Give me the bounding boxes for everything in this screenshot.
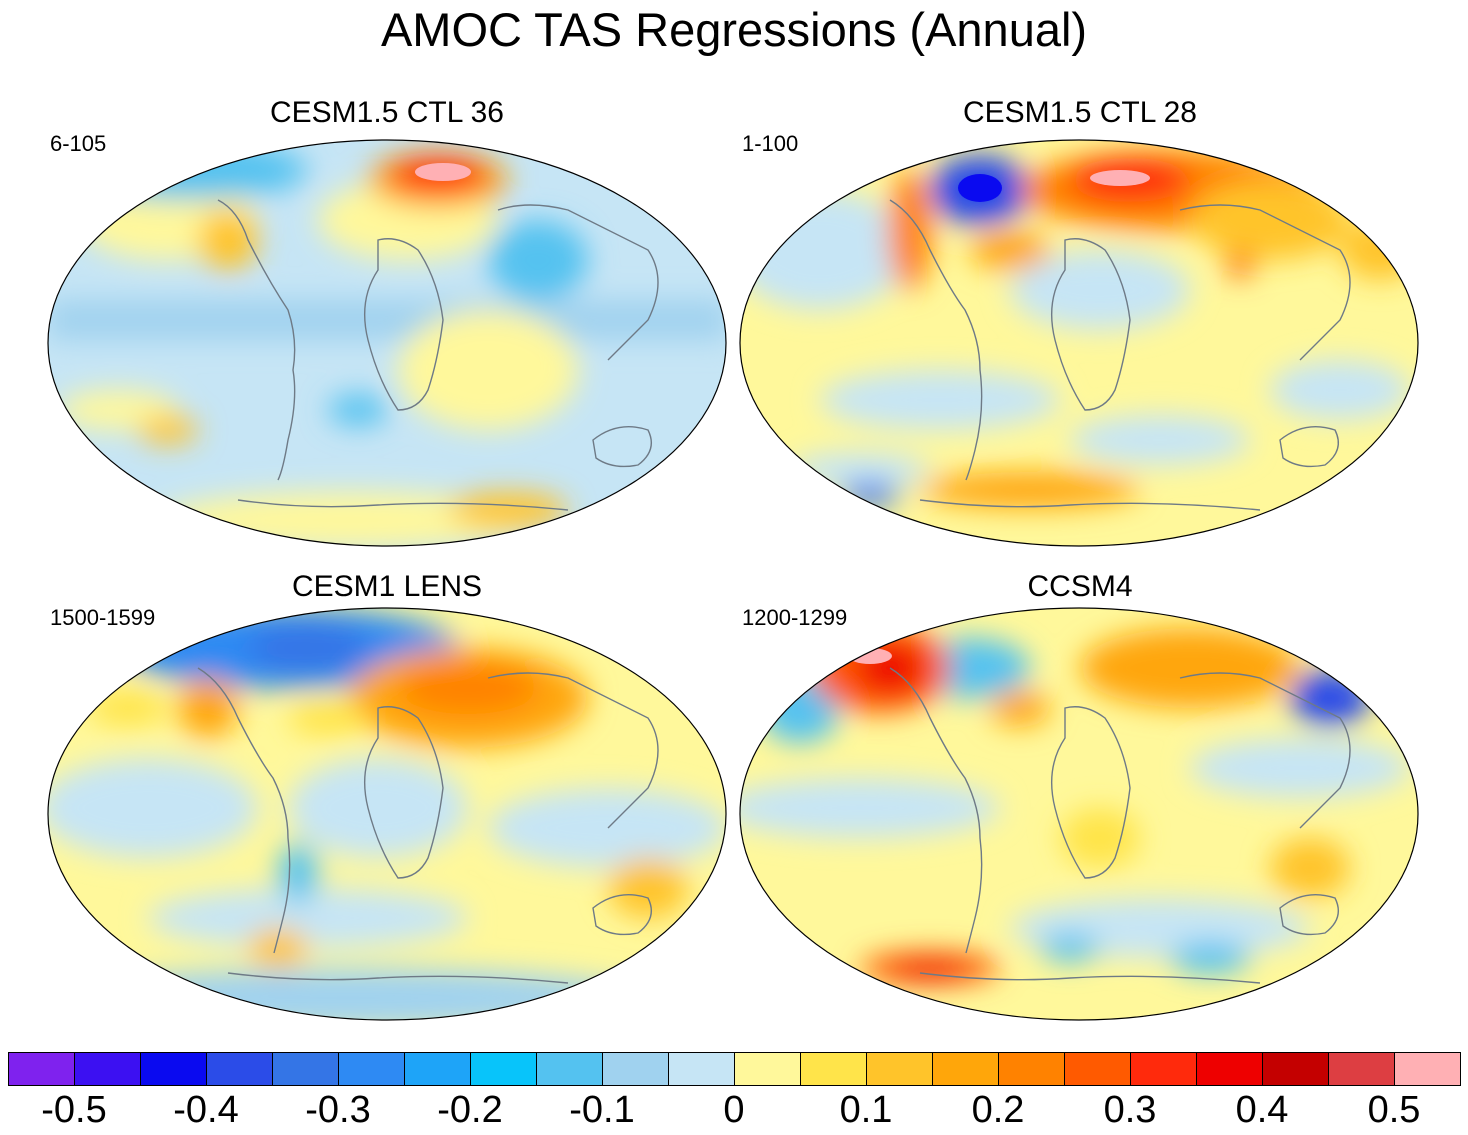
colorbar-tick-label: 0.1 xyxy=(839,1089,893,1131)
colorbar-tick-label: -0.3 xyxy=(305,1089,371,1131)
map-field-ctl28 xyxy=(739,139,1419,547)
colorbar xyxy=(8,1052,1461,1086)
colorbar-swatch xyxy=(338,1052,405,1086)
colorbar-swatch xyxy=(272,1052,339,1086)
colorbar-swatch xyxy=(470,1052,537,1086)
colorbar-swatch xyxy=(866,1052,933,1086)
colorbar-swatch xyxy=(536,1052,603,1086)
panel-title: CCSM4 xyxy=(1027,570,1133,603)
colorbar-swatch xyxy=(206,1052,273,1086)
map-field-ctl36 xyxy=(47,139,727,547)
colorbar-swatch xyxy=(1130,1052,1197,1086)
colorbar-swatch xyxy=(1196,1052,1263,1086)
colorbar-swatch xyxy=(404,1052,471,1086)
colorbar-swatch xyxy=(998,1052,1065,1086)
panel-years: 6-105 xyxy=(50,131,107,156)
panel-years: 1-100 xyxy=(742,131,799,156)
map-field-ccsm4 xyxy=(739,607,1419,1021)
panel-title: CESM1.5 CTL 36 xyxy=(270,96,504,129)
panel-years: 1500-1599 xyxy=(50,605,156,630)
colorbar-swatch xyxy=(602,1052,669,1086)
colorbar-swatch xyxy=(8,1052,75,1086)
colorbar-swatch xyxy=(734,1052,801,1086)
colorbar-swatch xyxy=(1262,1052,1329,1086)
colorbar-swatch xyxy=(800,1052,867,1086)
map-field-lens xyxy=(47,607,727,1021)
colorbar-tick-label: 0.5 xyxy=(1367,1089,1421,1131)
colorbar-swatch xyxy=(668,1052,735,1086)
colorbar-tick-label: -0.1 xyxy=(569,1089,635,1131)
colorbar-tick-label: -0.4 xyxy=(173,1089,239,1131)
colorbar-tick-label: -0.5 xyxy=(41,1089,107,1131)
colorbar-swatch xyxy=(74,1052,141,1086)
colorbar-swatch xyxy=(1328,1052,1395,1086)
colorbar-tick-label: 0.2 xyxy=(971,1089,1025,1131)
colorbar-swatch xyxy=(932,1052,999,1086)
panel-title: CESM1 LENS xyxy=(291,570,483,603)
colorbar-tick-label: 0.4 xyxy=(1235,1089,1289,1131)
figure-title: AMOC TAS Regressions (Annual) xyxy=(380,3,1088,56)
colorbar-swatch xyxy=(140,1052,207,1086)
colorbar-tick-label: -0.2 xyxy=(437,1089,503,1131)
colorbar-swatch xyxy=(1064,1052,1131,1086)
panel-title: CESM1.5 CTL 28 xyxy=(963,96,1197,129)
colorbar-tick-label: 0 xyxy=(723,1089,745,1131)
colorbar-tick-label: 0.3 xyxy=(1103,1089,1157,1131)
colorbar-swatch xyxy=(1394,1052,1461,1086)
panel-years: 1200-1299 xyxy=(742,605,848,630)
